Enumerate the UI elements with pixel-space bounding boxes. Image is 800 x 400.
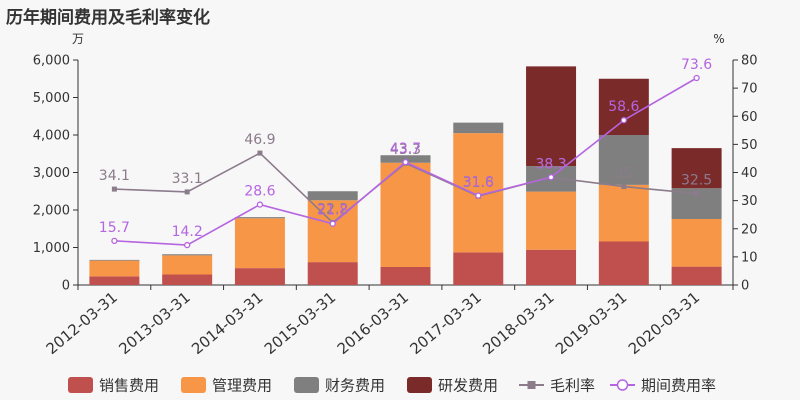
- y-left-tick-label: 1,000: [33, 241, 70, 256]
- data-label: 33.1: [172, 171, 203, 187]
- data-label: 43.3: [390, 142, 421, 158]
- legend-swatch: [181, 377, 206, 393]
- legend-label: 销售费用: [99, 377, 159, 395]
- line-point: [111, 186, 117, 192]
- x-tick-label: 2013-03-31: [115, 288, 193, 358]
- data-label: 31.6: [463, 175, 494, 191]
- line-point: [329, 220, 336, 227]
- x-tick-label: 2014-03-31: [188, 288, 266, 358]
- y-right-unit: %: [713, 32, 724, 46]
- data-label: 28.6: [244, 184, 275, 200]
- line-point: [547, 174, 555, 181]
- data-label: 32.5: [681, 173, 712, 189]
- y-left-tick-label: 4,000: [33, 129, 70, 144]
- x-tick-label: 2015-03-31: [261, 288, 339, 358]
- y-right-tick-label: 50: [741, 138, 758, 153]
- bar-segment: [234, 218, 285, 269]
- legend-label: 财务费用: [325, 377, 385, 395]
- bar-segment: [89, 276, 140, 285]
- line-point: [621, 184, 627, 190]
- chart-title: 历年期间费用及毛利率变化: [6, 8, 210, 28]
- data-label: 73.6: [681, 57, 712, 73]
- bar-segment: [526, 249, 577, 285]
- bar-segment: [671, 148, 722, 189]
- bar-segment: [453, 252, 504, 285]
- bar-segment: [162, 254, 213, 256]
- y-left-tick-label: 5,000: [33, 91, 70, 106]
- data-label: 21.8: [317, 203, 348, 219]
- legend-swatch: [68, 377, 93, 393]
- data-label: 58.6: [608, 99, 639, 115]
- line-point: [256, 201, 264, 208]
- data-label: 15.7: [99, 220, 130, 236]
- legend-label: 研发费用: [438, 377, 498, 395]
- bar-segment: [234, 217, 285, 219]
- data-label: 46.9: [244, 132, 275, 148]
- bar-segment: [89, 260, 140, 277]
- y-left-tick-label: 0: [62, 279, 70, 294]
- bar-segment: [380, 267, 431, 285]
- x-tick-label: 2016-03-31: [334, 288, 412, 358]
- bar-segment: [234, 268, 285, 285]
- y-left-tick-label: 2,000: [33, 204, 70, 219]
- line-point: [694, 191, 700, 197]
- legend-label: 期间费用率: [641, 377, 716, 395]
- legend-label: 管理费用: [212, 377, 272, 395]
- data-label: 38.3: [535, 156, 566, 172]
- legend-marker: [527, 381, 536, 389]
- bar-segment: [598, 241, 649, 285]
- bar-segment: [162, 274, 213, 285]
- x-tick-label: 2020-03-31: [625, 288, 703, 358]
- y-right-tick-label: 20: [741, 222, 758, 237]
- bar-segment: [526, 66, 577, 167]
- bar-segment: [307, 191, 358, 201]
- line-point: [111, 237, 118, 244]
- y-right-tick-label: 80: [741, 54, 758, 69]
- bar-segment: [89, 259, 140, 261]
- bar-segment: [671, 219, 722, 267]
- y-right-tick-label: 40: [741, 166, 758, 181]
- y-right-tick-label: 60: [741, 110, 758, 125]
- bar-segment: [162, 255, 213, 275]
- y-right-tick-label: 30: [741, 194, 758, 209]
- bar-segment: [598, 135, 649, 185]
- bar-segment: [453, 122, 504, 134]
- bar-segment: [598, 184, 649, 242]
- data-label: 43.7: [390, 141, 421, 157]
- y-left-tick-label: 6,000: [33, 54, 70, 69]
- x-tick-label: 2012-03-31: [43, 288, 121, 358]
- bar-segment: [671, 266, 722, 285]
- line-point: [475, 192, 482, 199]
- data-label: 35: [615, 166, 633, 182]
- line-point: [184, 189, 190, 195]
- line-point: [402, 158, 409, 166]
- line-point: [620, 117, 627, 124]
- legend-swatch: [407, 377, 432, 393]
- x-tick-label: 2019-03-31: [552, 288, 630, 358]
- data-label: 22.2: [317, 202, 348, 218]
- y-right-tick-label: 0: [741, 279, 749, 294]
- y-right-tick-label: 10: [741, 250, 758, 265]
- bar-segment: [598, 78, 649, 135]
- line-point: [184, 241, 191, 249]
- x-tick-label: 2018-03-31: [479, 288, 557, 358]
- bar-segment: [380, 162, 431, 267]
- bar-segment: [307, 262, 358, 285]
- data-label: 14.2: [172, 224, 203, 240]
- line-point: [693, 74, 700, 82]
- bar-segment: [526, 191, 577, 250]
- data-label: 31.8: [463, 175, 494, 191]
- legend-marker: [616, 379, 629, 391]
- data-label: 38.3: [535, 156, 566, 172]
- y-right-tick-label: 70: [741, 82, 758, 97]
- y-left-tick-label: 3,000: [33, 166, 70, 181]
- data-label: 34.1: [99, 168, 130, 184]
- legend-label: 毛利率: [550, 377, 595, 395]
- legend-swatch: [294, 377, 319, 393]
- y-left-unit: 万: [72, 32, 84, 46]
- x-tick-label: 2017-03-31: [406, 288, 484, 358]
- line-point: [257, 150, 263, 156]
